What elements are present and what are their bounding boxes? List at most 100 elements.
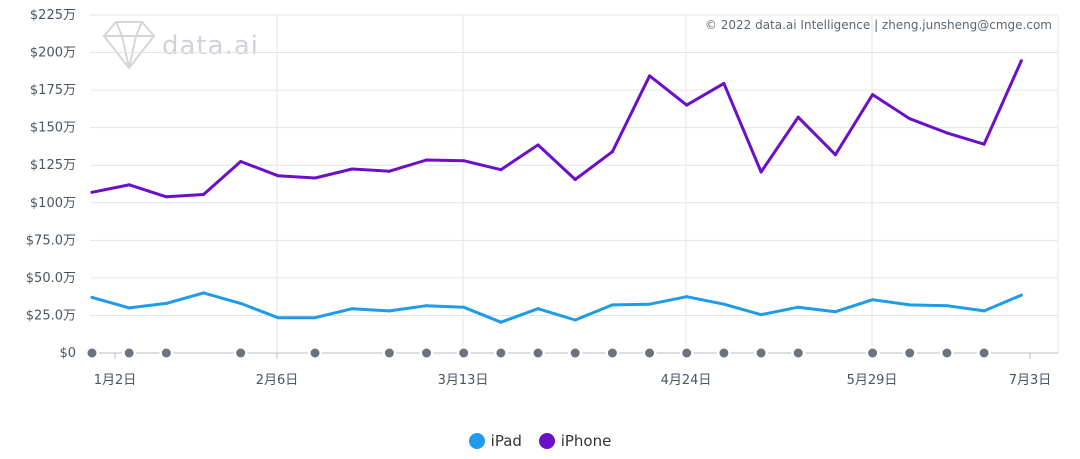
legend-swatch-iphone bbox=[538, 433, 555, 449]
x-tick-label: 2月6日 bbox=[256, 373, 299, 388]
data-point-ipad[interactable] bbox=[1019, 293, 1023, 297]
data-point-iphone[interactable] bbox=[276, 174, 280, 178]
data-point-ipad[interactable] bbox=[90, 295, 94, 299]
zero-marker[interactable] bbox=[124, 348, 134, 358]
data-point-ipad[interactable] bbox=[387, 309, 391, 313]
data-point-iphone[interactable] bbox=[536, 143, 540, 147]
data-point-iphone[interactable] bbox=[871, 93, 875, 97]
zero-marker[interactable] bbox=[905, 348, 915, 358]
data-point-iphone[interactable] bbox=[462, 159, 466, 163]
data-point-iphone[interactable] bbox=[239, 159, 243, 163]
data-point-ipad[interactable] bbox=[610, 303, 614, 307]
legend-item-ipad[interactable]: iPad bbox=[468, 432, 522, 450]
data-point-ipad[interactable] bbox=[350, 307, 354, 311]
legend: iPad iPhone bbox=[0, 432, 1080, 453]
data-point-ipad[interactable] bbox=[759, 313, 763, 317]
data-point-iphone[interactable] bbox=[908, 117, 912, 121]
y-tick-label: $100万 bbox=[30, 196, 76, 211]
y-tick-label: $200万 bbox=[30, 46, 76, 61]
data-point-iphone[interactable] bbox=[499, 168, 503, 172]
data-point-iphone[interactable] bbox=[759, 170, 763, 174]
zero-marker[interactable] bbox=[570, 348, 580, 358]
zero-marker[interactable] bbox=[422, 348, 432, 358]
data-point-ipad[interactable] bbox=[536, 307, 540, 311]
watermark-logo: data.ai bbox=[102, 21, 259, 70]
y-tick-label: $75.0万 bbox=[26, 233, 76, 248]
zero-marker[interactable] bbox=[87, 348, 97, 358]
zero-marker[interactable] bbox=[645, 348, 655, 358]
zero-marker[interactable] bbox=[682, 348, 692, 358]
series-lines bbox=[90, 59, 1023, 324]
data-point-iphone[interactable] bbox=[202, 193, 206, 197]
zero-marker[interactable] bbox=[793, 348, 803, 358]
data-point-iphone[interactable] bbox=[350, 167, 354, 171]
y-tick-label: $50.0万 bbox=[26, 271, 76, 286]
series-line-ipad[interactable] bbox=[90, 291, 1023, 324]
zero-marker[interactable] bbox=[979, 348, 989, 358]
data-point-ipad[interactable] bbox=[239, 301, 243, 305]
data-point-iphone[interactable] bbox=[982, 142, 986, 146]
x-tick-label: 4月24日 bbox=[661, 373, 712, 388]
data-point-iphone[interactable] bbox=[833, 153, 837, 157]
zero-marker[interactable] bbox=[942, 348, 952, 358]
data-point-ipad[interactable] bbox=[722, 302, 726, 306]
data-point-ipad[interactable] bbox=[313, 316, 317, 320]
data-point-ipad[interactable] bbox=[648, 302, 652, 306]
x-tick-label: 3月13日 bbox=[438, 373, 489, 388]
data-point-ipad[interactable] bbox=[796, 305, 800, 309]
zero-marker[interactable] bbox=[310, 348, 320, 358]
legend-swatch-ipad bbox=[468, 433, 485, 449]
legend-item-iphone[interactable]: iPhone bbox=[538, 432, 611, 450]
data-point-ipad[interactable] bbox=[945, 304, 949, 308]
grid bbox=[90, 14, 1059, 359]
y-tick-label: $225万 bbox=[30, 8, 76, 23]
data-point-ipad[interactable] bbox=[833, 310, 837, 314]
data-point-ipad[interactable] bbox=[127, 306, 131, 310]
zero-marker[interactable] bbox=[607, 348, 617, 358]
data-point-iphone[interactable] bbox=[945, 131, 949, 135]
y-tick-label: $150万 bbox=[30, 121, 76, 136]
zero-marker[interactable] bbox=[719, 348, 729, 358]
data-point-iphone[interactable] bbox=[387, 169, 391, 173]
data-point-ipad[interactable] bbox=[202, 291, 206, 295]
data-point-ipad[interactable] bbox=[425, 304, 429, 308]
zero-marker[interactable] bbox=[496, 348, 506, 358]
data-point-iphone[interactable] bbox=[648, 74, 652, 78]
data-point-ipad[interactable] bbox=[573, 318, 577, 322]
zero-marker[interactable] bbox=[161, 348, 171, 358]
data-point-iphone[interactable] bbox=[796, 115, 800, 119]
zero-marker[interactable] bbox=[236, 348, 246, 358]
zero-marker[interactable] bbox=[384, 348, 394, 358]
data-point-ipad[interactable] bbox=[871, 298, 875, 302]
data-point-iphone[interactable] bbox=[722, 81, 726, 85]
data-point-ipad[interactable] bbox=[908, 303, 912, 307]
data-point-iphone[interactable] bbox=[127, 183, 131, 187]
zero-marker[interactable] bbox=[459, 348, 469, 358]
zero-marker[interactable] bbox=[756, 348, 766, 358]
zero-marker[interactable] bbox=[868, 348, 878, 358]
data-point-ipad[interactable] bbox=[499, 320, 503, 324]
data-point-iphone[interactable] bbox=[610, 150, 614, 154]
x-tick-label: 7月3日 bbox=[1009, 373, 1052, 388]
data-point-iphone[interactable] bbox=[425, 158, 429, 162]
x-axis: 1月2日 2月6日 3月13日 4月24日 5月29日 7月3日 bbox=[94, 373, 1052, 388]
legend-label-ipad: iPad bbox=[490, 432, 522, 450]
data-point-iphone[interactable] bbox=[164, 195, 168, 199]
data-point-ipad[interactable] bbox=[276, 316, 280, 320]
logo-text: data.ai bbox=[162, 31, 259, 61]
data-point-iphone[interactable] bbox=[1019, 59, 1023, 63]
data-point-iphone[interactable] bbox=[90, 190, 94, 194]
data-point-ipad[interactable] bbox=[462, 305, 466, 309]
data-point-iphone[interactable] bbox=[573, 177, 577, 181]
data-point-iphone[interactable] bbox=[685, 103, 689, 107]
series-line-iphone[interactable] bbox=[90, 59, 1023, 199]
data-point-ipad[interactable] bbox=[685, 295, 689, 299]
y-tick-label: $125万 bbox=[30, 158, 76, 173]
y-tick-label: $175万 bbox=[30, 83, 76, 98]
data-point-ipad[interactable] bbox=[164, 301, 168, 305]
data-point-ipad[interactable] bbox=[982, 309, 986, 313]
data-point-iphone[interactable] bbox=[313, 176, 317, 180]
x-tick-label: 5月29日 bbox=[847, 373, 898, 388]
zero-marker[interactable] bbox=[533, 348, 543, 358]
